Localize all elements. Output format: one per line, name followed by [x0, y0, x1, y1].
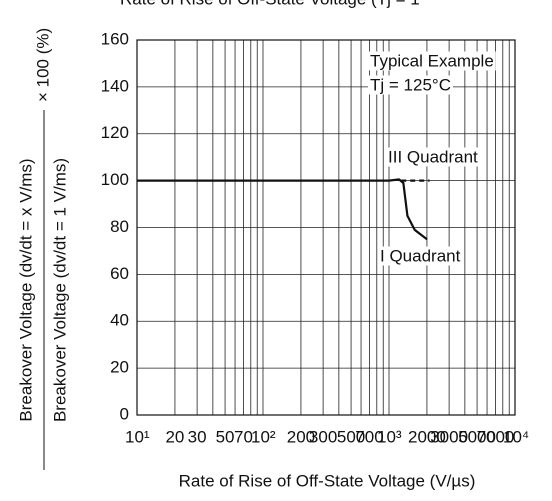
x-axis-label: Rate of Rise of Off-State Voltage (V/µs)	[179, 471, 476, 490]
x-tick-label: 700	[355, 427, 383, 446]
x-tick-label: 7000	[477, 427, 515, 446]
plot-frame	[136, 39, 516, 416]
x-tick-label: 3000	[430, 427, 468, 446]
x-tick-label: 10¹	[125, 427, 150, 446]
y-tick-label: 0	[120, 404, 129, 423]
y-label-factor: × 100 (%)	[33, 28, 52, 102]
label-bg	[368, 75, 453, 95]
label-bg	[386, 147, 481, 167]
series-line	[137, 178, 428, 241]
series-label-text: Typical Example	[370, 51, 494, 70]
x-tick-label: 500	[337, 427, 365, 446]
y-tick-label: 40	[110, 311, 129, 330]
x-tick-label: 10³	[377, 427, 402, 446]
series-label: Tj = 125°C	[368, 75, 453, 95]
x-tick-label: 200	[287, 427, 315, 446]
y-label-top: Breakover Voltage (dv/dt = x V/ms)	[16, 158, 35, 421]
chart-title: Rate of Rise of Off-State Voltage (Tj = …	[120, 0, 420, 8]
x-tick-label: 50	[216, 427, 235, 446]
series-label-text: III Quadrant	[388, 147, 478, 166]
series-label-text: I Quadrant	[380, 246, 461, 265]
y-tick-label: 140	[101, 76, 129, 95]
x-tick-label: 10⁴	[503, 427, 529, 446]
series-label-text: Tj = 125°C	[370, 75, 451, 94]
y-tick-label: 160	[101, 29, 129, 48]
series-label: Typical Example	[368, 51, 496, 71]
label-bg	[368, 51, 496, 71]
x-tick-label: 5000	[458, 427, 496, 446]
x-tick-label: 70	[234, 427, 253, 446]
x-tick-label: 10²	[251, 427, 276, 446]
y-tick-label: 100	[101, 170, 129, 189]
x-tick-label: 30	[188, 427, 207, 446]
label-bg	[378, 246, 463, 266]
x-tick-label: 300	[309, 427, 337, 446]
series-label: III Quadrant	[386, 147, 481, 167]
y-label-bottom: Breakover Voltage (dv/dt = 1 V/ms)	[50, 158, 69, 422]
series-label: I Quadrant	[378, 246, 463, 266]
x-tick-label: 20	[165, 427, 184, 446]
x-tick-label: 2000	[408, 427, 446, 446]
y-axis-label: Breakover Voltage (dv/dt = x V/ms) Break…	[16, 28, 69, 470]
y-tick-label: 120	[101, 123, 129, 142]
y-tick-label: 20	[110, 358, 129, 377]
y-tick-label: 60	[110, 264, 129, 283]
y-tick-label: 80	[110, 217, 129, 236]
